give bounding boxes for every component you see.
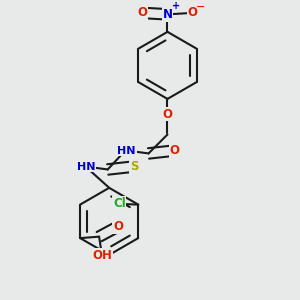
Text: O: O	[138, 6, 148, 20]
Text: +: +	[172, 1, 180, 11]
Text: O: O	[163, 108, 172, 121]
Text: O: O	[187, 6, 197, 20]
Text: O: O	[170, 144, 180, 157]
Text: O: O	[113, 220, 123, 233]
Text: S: S	[130, 160, 138, 173]
Text: HN: HN	[117, 146, 136, 155]
Text: N: N	[163, 8, 172, 21]
Text: OH: OH	[92, 249, 112, 262]
Text: HN: HN	[76, 161, 95, 172]
Text: Cl: Cl	[113, 196, 126, 210]
Text: −: −	[196, 2, 205, 11]
